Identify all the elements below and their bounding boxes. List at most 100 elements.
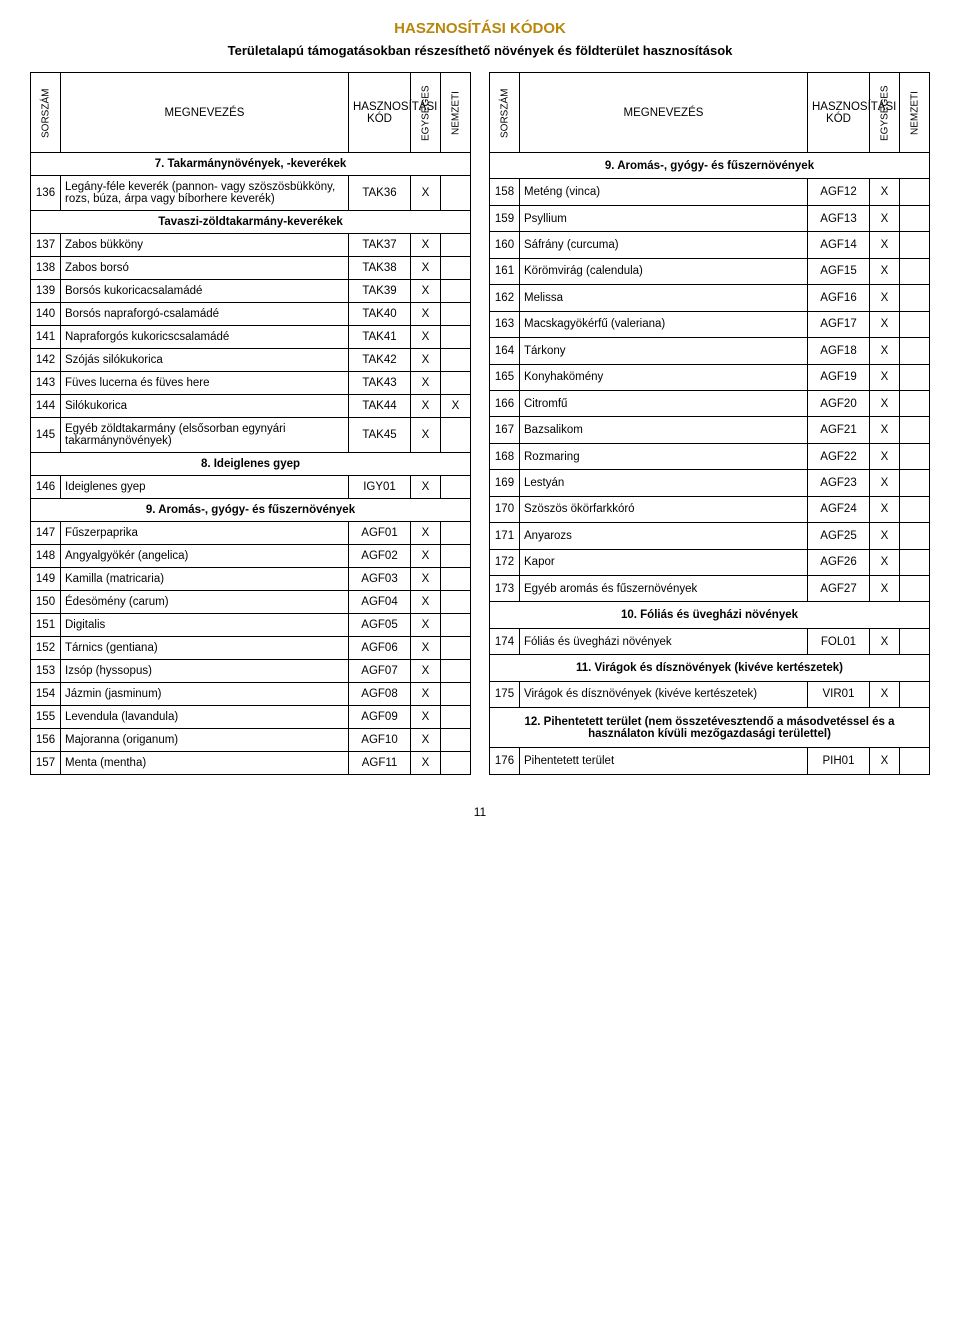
row-name: Kapor: [520, 549, 808, 575]
row-index: 172: [490, 549, 520, 575]
table-row: 149Kamilla (matricaria)AGF03X: [31, 568, 471, 591]
section-label: 10. Fóliás és üvegházi növények: [490, 602, 930, 628]
row-code: IGY01: [349, 476, 411, 499]
row-name: Legány-féle keverék (pannon- vagy szöszö…: [61, 176, 349, 211]
table-row: 161Körömvirág (calendula)AGF15X: [490, 258, 930, 284]
row-index: 159: [490, 205, 520, 231]
row-name: Anyarozs: [520, 523, 808, 549]
row-nemzeti: [441, 591, 471, 614]
table-row: 170Szöszös ökörfarkkóróAGF24X: [490, 496, 930, 522]
row-nemzeti: [900, 390, 930, 416]
row-egyseges: X: [870, 549, 900, 575]
row-code: TAK37: [349, 234, 411, 257]
table-row: 142Szójás silókukoricaTAK42X: [31, 349, 471, 372]
table-row: 158Meténg (vinca)AGF12X: [490, 179, 930, 205]
row-index: 148: [31, 545, 61, 568]
row-name: Sáfrány (curcuma): [520, 232, 808, 258]
table-row: 10. Fóliás és üvegházi növények: [490, 602, 930, 628]
row-egyseges: X: [870, 576, 900, 602]
row-egyseges: X: [411, 476, 441, 499]
table-row: 155Levendula (lavandula)AGF09X: [31, 706, 471, 729]
table-row: 8. Ideiglenes gyep: [31, 453, 471, 476]
row-name: Citromfű: [520, 390, 808, 416]
row-egyseges: X: [411, 752, 441, 775]
row-index: 165: [490, 364, 520, 390]
row-name: Fóliás és üvegházi növények: [520, 628, 808, 654]
row-code: TAK40: [349, 303, 411, 326]
row-name: Borsós kukoricacsalamádé: [61, 280, 349, 303]
hdr-megnevezes: MEGNEVEZÉS: [520, 73, 808, 153]
table-row: 146Ideiglenes gyepIGY01X: [31, 476, 471, 499]
row-code: AGF03: [349, 568, 411, 591]
row-nemzeti: [900, 205, 930, 231]
row-name: Zabos bükköny: [61, 234, 349, 257]
page-number: 11: [30, 805, 930, 819]
row-nemzeti: [900, 364, 930, 390]
row-nemzeti: [900, 443, 930, 469]
row-code: FOL01: [808, 628, 870, 654]
hdr-nemzeti: NEMZETI: [441, 73, 471, 153]
row-index: 155: [31, 706, 61, 729]
row-nemzeti: [900, 523, 930, 549]
table-row: 169LestyánAGF23X: [490, 470, 930, 496]
row-egyseges: X: [411, 303, 441, 326]
row-nemzeti: [441, 545, 471, 568]
row-nemzeti: [441, 176, 471, 211]
row-name: Egyéb aromás és fűszernövények: [520, 576, 808, 602]
table-row: 168RozmaringAGF22X: [490, 443, 930, 469]
row-index: 157: [31, 752, 61, 775]
page-subtitle: Területalapú támogatásokban részesíthető…: [30, 43, 930, 58]
row-nemzeti: [441, 257, 471, 280]
table-row: 154Jázmin (jasminum)AGF08X: [31, 683, 471, 706]
table-row: 143Füves lucerna és füves hereTAK43X: [31, 372, 471, 395]
row-egyseges: X: [870, 470, 900, 496]
table-row: 150Édesömény (carum)AGF04X: [31, 591, 471, 614]
table-row: 152Tárnics (gentiana)AGF06X: [31, 637, 471, 660]
row-egyseges: X: [411, 568, 441, 591]
row-nemzeti: [441, 752, 471, 775]
section-label: 9. Aromás-, gyógy- és fűszernövények: [490, 153, 930, 179]
row-code: AGF02: [349, 545, 411, 568]
table-row: 163Macskagyökérfű (valeriana)AGF17X: [490, 311, 930, 337]
row-nemzeti: [900, 338, 930, 364]
table-grid: SORSZÁM MEGNEVEZÉS HASZNOSÍTÁSI KÓD EGYS…: [30, 72, 930, 775]
row-name: Majoranna (origanum): [61, 729, 349, 752]
row-egyseges: X: [411, 326, 441, 349]
row-index: 163: [490, 311, 520, 337]
row-egyseges: X: [411, 280, 441, 303]
row-name: Egyéb zöldtakarmány (elsősorban egynyári…: [61, 418, 349, 453]
row-index: 147: [31, 522, 61, 545]
row-code: TAK38: [349, 257, 411, 280]
row-egyseges: X: [411, 522, 441, 545]
table-row: 141Napraforgós kukoricscsalamádéTAK41X: [31, 326, 471, 349]
row-index: 143: [31, 372, 61, 395]
row-egyseges: X: [870, 681, 900, 707]
row-code: AGF27: [808, 576, 870, 602]
row-egyseges: X: [411, 591, 441, 614]
table-row: 173Egyéb aromás és fűszernövényekAGF27X: [490, 576, 930, 602]
row-code: AGF24: [808, 496, 870, 522]
row-nemzeti: [441, 660, 471, 683]
row-code: AGF04: [349, 591, 411, 614]
row-egyseges: X: [411, 729, 441, 752]
row-index: 175: [490, 681, 520, 707]
row-code: TAK42: [349, 349, 411, 372]
row-name: Tárnics (gentiana): [61, 637, 349, 660]
section-label: 8. Ideiglenes gyep: [31, 453, 471, 476]
row-egyseges: X: [870, 748, 900, 775]
row-nemzeti: [441, 372, 471, 395]
row-egyseges: X: [870, 417, 900, 443]
row-index: 142: [31, 349, 61, 372]
hdr-sorszam: SORSZÁM: [31, 73, 61, 153]
row-name: Pihentetett terület: [520, 748, 808, 775]
table-row: 166CitromfűAGF20X: [490, 390, 930, 416]
row-index: 149: [31, 568, 61, 591]
row-code: PIH01: [808, 748, 870, 775]
row-egyseges: X: [870, 311, 900, 337]
row-nemzeti: [441, 234, 471, 257]
row-name: Körömvirág (calendula): [520, 258, 808, 284]
row-nemzeti: [441, 349, 471, 372]
row-nemzeti: [900, 748, 930, 775]
row-index: 145: [31, 418, 61, 453]
row-egyseges: X: [870, 205, 900, 231]
